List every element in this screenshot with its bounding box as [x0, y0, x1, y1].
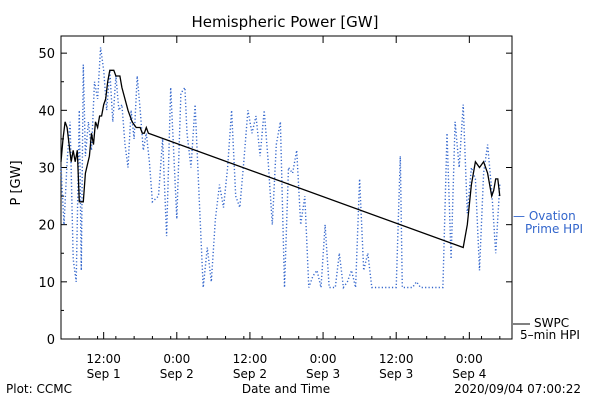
legend-ovation-line2: Prime HPI: [525, 222, 583, 236]
x-tick-label-date: Sep 3: [379, 367, 413, 381]
legend-swpc-line1: SWPC: [534, 316, 569, 330]
x-tick-label-date: Sep 1: [87, 367, 121, 381]
y-axis: 0 10 20 30 40 50: [38, 47, 512, 348]
y-tick-label: 0: [47, 333, 55, 348]
x-tick-label-time: 0:00: [310, 352, 337, 366]
legend-ovation-line1: — Ovation: [513, 209, 576, 223]
legend-swpc-line2: 5–min HPI: [520, 328, 580, 342]
y-axis-label: P [GW]: [9, 160, 24, 205]
x-tick-label-date: Sep 3: [306, 367, 340, 381]
plot-area: [60, 35, 513, 340]
x-axis-label: Date and Time: [242, 382, 330, 396]
x-tick-label-time: 12:00: [379, 352, 414, 366]
y-tick-label: 10: [38, 276, 55, 291]
x-tick-label-time: 0:00: [163, 352, 190, 366]
x-tick-label-date: Sep 2: [160, 367, 194, 381]
y-tick-label: 50: [38, 47, 55, 62]
ovation-prime-line: [60, 47, 501, 290]
x-tick-label-date: Sep 4: [452, 367, 486, 381]
plot-border: [60, 35, 513, 340]
x-tick-label-date: Sep 2: [233, 367, 267, 381]
x-tick-label-time: 0:00: [456, 352, 483, 366]
series-layer: [60, 47, 501, 290]
y-tick-label: 40: [38, 104, 55, 119]
chart-title: Hemispheric Power [GW]: [192, 13, 379, 31]
y-tick-label: 20: [38, 219, 55, 234]
swpc-hpi-line: [60, 69, 501, 249]
y-tick-label: 30: [38, 161, 55, 176]
footer-timestamp: 2020/09/04 07:00:22: [454, 382, 581, 396]
footer-credit: Plot: CCMC: [6, 382, 72, 396]
x-tick-label-time: 12:00: [86, 352, 121, 366]
x-tick-label-time: 12:00: [233, 352, 268, 366]
